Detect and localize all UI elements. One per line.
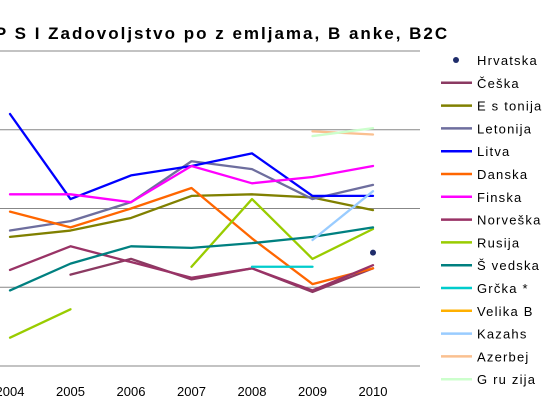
- series-gruzija: [311, 127, 375, 138]
- legend-item: Grčka *: [441, 281, 529, 296]
- series-estonija: [8, 193, 375, 239]
- series-litva: [8, 112, 375, 201]
- legend-label: Velika B: [477, 304, 534, 319]
- legend-item: E s tonija: [441, 99, 542, 114]
- legend-label: Letonija: [477, 121, 532, 136]
- x-tick-label: 2008: [238, 384, 267, 399]
- plot-area: [8, 112, 376, 339]
- legend-label: E s tonija: [477, 99, 542, 114]
- legend-item: Litva: [441, 144, 510, 159]
- legend-item: G ru zija: [441, 372, 536, 387]
- legend-label: Grčka *: [477, 281, 529, 296]
- series-line: [8, 160, 375, 232]
- legend-label: G ru zija: [477, 372, 536, 387]
- series-letonija: [8, 160, 375, 232]
- legend-item: Hrvatska: [453, 53, 538, 68]
- series-line: [8, 245, 375, 292]
- x-tick-label: 2007: [177, 384, 206, 399]
- legend-label: Češka: [477, 76, 520, 91]
- x-axis-ticks: 2004 2005 2006 2007 2008 2009 2010: [0, 384, 387, 399]
- series-line: [8, 186, 375, 286]
- gridlines: [0, 50, 420, 367]
- series-line: [190, 197, 375, 268]
- x-tick-label: 2010: [359, 384, 388, 399]
- legend-label: Rusija: [477, 235, 520, 250]
- legend-item: Norveška: [441, 213, 542, 228]
- series-line: [8, 164, 375, 204]
- legend-label: Š vedska: [477, 258, 540, 273]
- legend-item: Velika B: [441, 304, 534, 319]
- legend-label: Finska: [477, 190, 523, 205]
- series-finska: [8, 164, 375, 204]
- x-tick-label: 2006: [117, 384, 146, 399]
- series-line: [8, 308, 72, 339]
- x-tick-label: 2009: [298, 384, 327, 399]
- legend-item: Češka: [441, 76, 520, 91]
- series-rusija: [8, 197, 375, 339]
- series-hrvatska: [370, 249, 376, 256]
- series-vedska: [8, 226, 375, 292]
- data-point: [370, 249, 376, 256]
- legend-label: Kazahs: [477, 327, 528, 342]
- legend-item: Rusija: [441, 235, 520, 250]
- legend: Hrvatska Češka E s tonija Letonija Litva Dans…: [441, 53, 542, 387]
- legend-item: Š vedska: [441, 258, 540, 273]
- legend-marker: [453, 57, 459, 63]
- series-line: [8, 226, 375, 292]
- legend-item: Kazahs: [441, 327, 528, 342]
- legend-label: Norveška: [477, 213, 542, 228]
- series-danska: [8, 186, 375, 286]
- series-line: [8, 193, 375, 239]
- legend-item: Danska: [441, 167, 528, 182]
- legend-item: Letonija: [441, 121, 532, 136]
- legend-item: Azerbej: [441, 349, 529, 364]
- legend-label: Litva: [477, 144, 510, 159]
- series-kazahs: [311, 190, 375, 242]
- series-line: [311, 127, 375, 138]
- legend-item: Finska: [441, 190, 523, 205]
- legend-label: Azerbej: [477, 349, 529, 364]
- legend-label: Danska: [477, 167, 528, 182]
- x-tick-label: 2005: [56, 384, 85, 399]
- series-line: [8, 112, 375, 201]
- legend-label: Hrvatska: [477, 53, 538, 68]
- series-line: [311, 190, 375, 242]
- x-tick-label: 2004: [0, 384, 24, 399]
- series-norveka: [8, 245, 375, 292]
- chart-title: E P S I Zadovoljstvo po z emljama, B ank…: [0, 24, 449, 43]
